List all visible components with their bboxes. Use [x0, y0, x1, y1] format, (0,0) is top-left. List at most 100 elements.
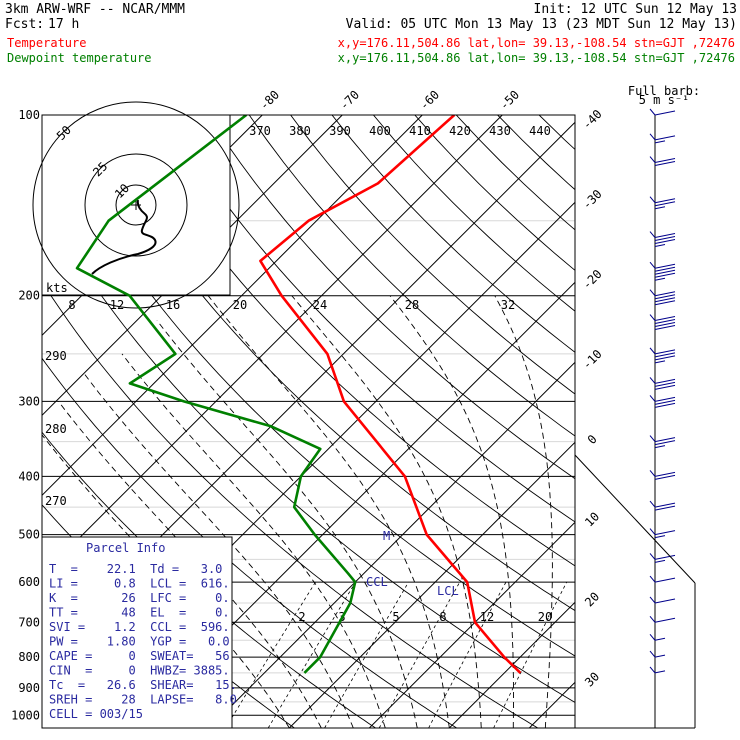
hodograph-unit-label: kts — [46, 281, 68, 295]
surface-temp-scale-label: 16 — [166, 298, 180, 312]
wind-barb-flag — [654, 617, 676, 623]
dry-adiabat — [42, 115, 575, 657]
wind-barb-flag — [654, 378, 676, 384]
theta-label: 440 — [529, 124, 551, 138]
wind-barb-flag — [654, 291, 676, 297]
wind-barb-flag — [654, 300, 676, 306]
wind-barb-flag — [654, 577, 676, 583]
surface-temp-scale-label: 28 — [405, 298, 419, 312]
surface-temp-scale-label: 12 — [110, 298, 124, 312]
parcel-info-row: T = 22.1 Td = 3.0 — [49, 562, 222, 576]
theta-label: 410 — [409, 124, 431, 138]
dry-adiabat — [124, 115, 575, 567]
moist-adiabat — [207, 295, 450, 728]
pressure-tick-label: 300 — [18, 394, 40, 408]
wind-barb-flag — [654, 396, 676, 402]
parcel-info-row: K = 26 LFC = 0. — [49, 591, 230, 605]
wind-barb-flag — [654, 384, 676, 390]
forecast-label: Fcst: — [5, 17, 44, 32]
wind-barb-flag — [654, 505, 676, 511]
mixing-ratio-label: 5 — [392, 610, 399, 624]
wind-barb-shaft — [649, 108, 656, 116]
wind-barb-flag — [654, 263, 676, 269]
dry-adiabat — [166, 115, 575, 523]
hodograph-ring — [84, 153, 188, 257]
wind-barb-flag — [654, 402, 676, 408]
wind-barb-flag — [654, 352, 676, 358]
parcel-info-row: CIN = 0 HWBZ= 3885. — [49, 664, 230, 678]
wind-barb-shaft — [649, 553, 656, 560]
wind-barb-flag — [654, 471, 676, 477]
dry-adiabat — [42, 280, 539, 728]
isotherm-line — [42, 115, 343, 416]
wind-barb-flag — [654, 110, 676, 116]
parcel-info-row: Tc = 26.6 SHEAR= 15. — [49, 678, 237, 692]
valid-time: Valid: 05 UTC Mon 13 May 13 (23 MDT Sun … — [346, 17, 737, 32]
wind-barb-flag — [654, 161, 676, 167]
mixing-ratio-label: 8 — [439, 610, 446, 624]
wind-barb-half-flag — [654, 140, 666, 144]
dry-adiabat — [42, 200, 575, 703]
parcel-info-row: LI = 0.8 LCL = 616. — [49, 577, 230, 591]
temperature-legend-label: Temperature — [7, 36, 86, 50]
parcel-info-row: CAPE = 0 SWEAT= 56 — [49, 649, 230, 663]
parcel-info-row: SVI = 1.2 CCL = 596. — [49, 620, 230, 634]
wind-barb-shaft — [649, 133, 656, 141]
wind-barb-flag — [654, 294, 676, 300]
theta-label: 430 — [489, 124, 511, 138]
parcel-marker-lcl: LCL — [437, 584, 459, 598]
theta-label: 370 — [249, 124, 271, 138]
theta-side-label: 270 — [45, 494, 67, 508]
wind-barb-half-flag — [654, 654, 666, 658]
pressure-tick-label: 100 — [18, 108, 40, 122]
wind-barb-flag — [654, 236, 676, 242]
wind-barb-flag — [654, 272, 676, 278]
wind-barb-half-flag — [654, 445, 666, 449]
pressure-tick-label: 200 — [18, 289, 40, 303]
right-edge — [574, 454, 696, 584]
theta-label: 380 — [289, 124, 311, 138]
hodograph-trace — [91, 199, 157, 275]
dewpoint-location: x,y=176.11,504.86 lat,lon= 39.13,-108.54… — [338, 51, 735, 65]
wind-barb-shaft — [649, 347, 656, 355]
wind-barb-shaft — [649, 435, 656, 442]
pressure-tick-label: 400 — [18, 469, 40, 483]
pressure-tick-label: 700 — [18, 615, 40, 629]
wind-barb-shaft — [649, 596, 656, 604]
hodograph-ring — [32, 101, 240, 309]
wind-barb-shaft — [649, 666, 656, 674]
theta-label: 390 — [329, 124, 351, 138]
wind-barb-half-flag — [654, 277, 666, 281]
theta-label: 400 — [369, 124, 391, 138]
moist-adiabat — [156, 320, 418, 728]
surface-temp-scale-label: 24 — [313, 298, 327, 312]
wind-barb-flag — [654, 437, 676, 443]
hodograph-ring — [115, 184, 157, 226]
wind-barb-flag — [654, 554, 676, 560]
wind-barb-shaft — [649, 395, 656, 402]
dry-adiabat — [207, 115, 575, 480]
wind-barb-shaft — [649, 156, 656, 163]
wind-barb-half-flag — [654, 244, 666, 248]
mixing-ratio-label: 2 — [298, 610, 305, 624]
forecast-hour: 17 h — [48, 17, 79, 32]
wind-barb-half-flag — [654, 637, 666, 641]
pressure-tick-label: 900 — [18, 681, 40, 695]
wind-barb-half-flag — [654, 670, 666, 674]
wind-barb-flag — [654, 297, 676, 303]
parcel-info-row: SREH = 28 LAPSE= 8.0 — [49, 693, 237, 707]
parcel-marker-ccl: CCL — [366, 575, 388, 589]
model-title: 3km ARW-WRF -- NCAR/MMM — [5, 2, 185, 17]
wind-barb-shaft — [649, 575, 656, 583]
mixing-ratio-label: 12 — [480, 610, 494, 624]
parcel-info-row: TT = 48 EL = 0. — [49, 606, 230, 620]
moist-adiabat — [494, 295, 553, 728]
wind-barb-flag — [654, 399, 676, 405]
surface-temp-scale-label: 32 — [501, 298, 515, 312]
parcel-marker-m: M — [383, 529, 390, 543]
wind-barb-flag — [654, 381, 676, 387]
isotherm-line — [208, 361, 575, 728]
wind-barb-flag — [654, 158, 676, 164]
wind-barb-flag — [654, 355, 676, 361]
